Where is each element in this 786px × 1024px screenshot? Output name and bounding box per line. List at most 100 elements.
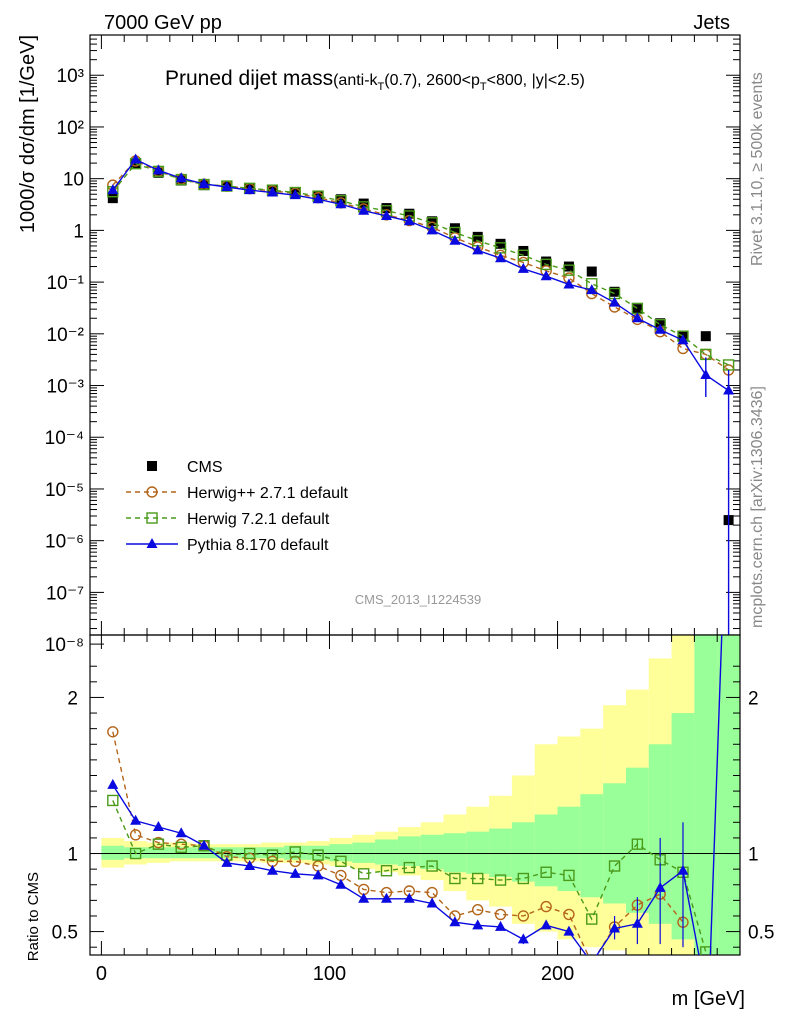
band-inner-bin — [192, 847, 216, 859]
point-marker — [586, 913, 598, 925]
point-marker — [152, 164, 164, 175]
band-inner-bin — [466, 831, 490, 874]
chart-title-sub: (anti-kT(0.7), 2600<pT<800, |y|<2.5) — [333, 72, 585, 93]
point-marker — [449, 223, 460, 234]
band-inner-bin — [580, 794, 604, 898]
point-marker — [700, 331, 711, 342]
y-axis-label-main: 1000/σ dσ/dm [1/GeV] — [17, 35, 39, 233]
point-marker — [358, 204, 370, 215]
band-inner-bin — [215, 847, 239, 859]
point-marker — [495, 920, 507, 931]
point-marker — [312, 849, 324, 861]
point-marker — [563, 869, 575, 882]
x-tick-label: 100 — [313, 963, 346, 985]
point-marker — [609, 286, 620, 297]
point-marker — [335, 878, 347, 889]
point-marker — [517, 262, 529, 273]
point-marker — [266, 864, 278, 875]
ratio-tick-label-right: 0.5 — [748, 923, 774, 944]
point-marker — [472, 231, 483, 242]
band-inner-bin — [283, 845, 307, 860]
point-marker — [517, 872, 530, 885]
band-inner-bin — [352, 842, 376, 863]
band-inner-bin — [329, 844, 353, 862]
series-main — [107, 157, 735, 371]
point-marker — [517, 910, 530, 922]
band-inner-bin — [717, 635, 740, 955]
point-marker — [312, 869, 324, 880]
point-marker — [266, 186, 278, 197]
point-marker — [146, 486, 158, 498]
point-marker — [722, 359, 735, 371]
y-tick-label: 10 — [63, 170, 84, 191]
point-marker — [107, 778, 119, 789]
point-marker — [289, 867, 301, 878]
main-panel: 10⁻⁸ 10⁻⁷ 10⁻⁶ 10⁻⁵ 10⁻⁴ 10⁻³ 10⁻² 10⁻¹ 1 10 10² 10… — [45, 34, 741, 656]
series-main — [107, 155, 735, 376]
y-tick-label: 10⁻⁸ — [45, 635, 84, 656]
point-marker — [403, 861, 415, 874]
point-marker — [540, 270, 552, 281]
title-fragment: T — [378, 81, 385, 93]
point-marker — [631, 312, 643, 323]
ratio-tick-label-left: 1 — [67, 845, 78, 866]
point-marker — [243, 847, 256, 860]
point-marker — [107, 726, 119, 738]
band-inner-bin — [694, 635, 718, 955]
x-tick-label: 0 — [96, 963, 107, 985]
y-tick-label: 10⁻⁶ — [45, 532, 84, 553]
ratio-tick-label-right: 1 — [748, 845, 759, 866]
title-fragment: <800, |y|<2.5) — [487, 72, 585, 89]
series-line — [112, 731, 684, 955]
point-marker — [147, 461, 157, 471]
watermark: CMS_2013_I1224539 — [355, 592, 482, 607]
point-marker — [540, 900, 552, 913]
point-marker — [403, 215, 415, 226]
point-marker — [312, 193, 324, 204]
x-tick-label: 200 — [541, 963, 574, 985]
point-marker — [426, 860, 438, 872]
band-inner-bin — [534, 814, 558, 887]
legend: CMS Herwig++ 2.7.1 default Herwig 7.2.1 de… — [126, 459, 349, 554]
point-marker — [449, 916, 461, 927]
point-marker — [540, 866, 552, 878]
point-marker — [266, 849, 279, 861]
point-marker — [221, 856, 233, 867]
point-marker — [608, 860, 621, 872]
point-marker — [540, 258, 552, 271]
point-marker — [107, 193, 118, 204]
point-marker — [380, 892, 392, 903]
point-marker — [426, 897, 438, 908]
point-marker — [655, 318, 666, 329]
point-marker — [472, 244, 484, 255]
y-tick-label: 10⁻¹ — [47, 273, 85, 294]
point-marker — [540, 919, 552, 930]
point-marker — [563, 908, 575, 921]
series-line — [709, 635, 723, 955]
y-tick-label: 10⁻⁷ — [46, 583, 84, 604]
point-marker — [244, 860, 256, 871]
point-marker — [494, 874, 507, 886]
y-tick-label: 10⁻³ — [47, 377, 85, 398]
point-marker — [381, 203, 392, 214]
point-marker — [404, 208, 415, 219]
chart-title-main: Pruned dijet mass — [165, 67, 333, 90]
y-tick-label: 10³ — [57, 66, 84, 87]
header-left: 7000 GeV pp — [104, 12, 222, 34]
point-marker — [198, 839, 210, 850]
point-marker — [146, 512, 158, 524]
ratio-tick-label-left: 2 — [67, 688, 78, 709]
band-inner-bin — [511, 822, 535, 882]
point-marker — [495, 238, 506, 249]
ratio-frame — [89, 634, 741, 956]
point-marker — [586, 284, 598, 295]
point-marker — [198, 177, 210, 188]
title-fragment: (anti-k — [333, 72, 378, 89]
y-tick-label: 10² — [57, 118, 84, 139]
point-marker — [495, 252, 507, 263]
point-marker — [335, 198, 347, 209]
band-inner-bin — [443, 833, 467, 873]
band-inner-bin — [306, 845, 330, 860]
series-ratio — [107, 794, 712, 955]
point-marker — [221, 181, 233, 192]
